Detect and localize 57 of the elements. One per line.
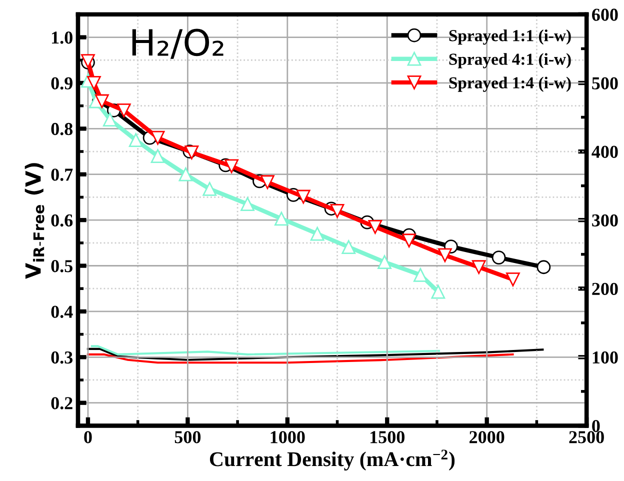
x-tick-label: 0 — [84, 431, 92, 444]
y-tick-label: 0.3 — [51, 351, 73, 364]
point — [260, 175, 274, 190]
y-tick-label: 0.9 — [51, 77, 72, 90]
y-tick-label: 0.6 — [51, 214, 73, 227]
point — [224, 159, 239, 174]
x-tick-label: 500 — [174, 431, 201, 444]
y-tick-label: 0.7 — [51, 168, 73, 181]
x-axis-title: Current Density (mA·cm$^{−2}$) — [210, 450, 455, 471]
point — [202, 182, 217, 196]
y-tick-label: 1.0 — [52, 32, 72, 44]
point — [368, 220, 382, 234]
point — [128, 133, 143, 148]
y-tick-label: 0.5 — [51, 260, 72, 272]
legend-label: Sprayed 1:1 (i-w) — [449, 30, 571, 45]
point — [150, 130, 165, 145]
point — [378, 255, 392, 270]
point — [536, 260, 551, 274]
y2-tick-label: 600 — [592, 8, 618, 21]
legend-label: Sprayed 1:4 (i-w) — [449, 76, 571, 92]
point — [150, 149, 165, 164]
point — [94, 94, 109, 108]
point — [438, 248, 452, 262]
line-series — [86, 348, 544, 361]
point — [102, 112, 117, 126]
point — [402, 234, 416, 248]
point — [492, 250, 506, 264]
y-tick-label: 0.2 — [51, 397, 72, 410]
y2-tick-label: 200 — [592, 282, 618, 296]
y2-tick-label: 400 — [592, 146, 618, 158]
y-axis-title: V$_{iR-Free}$ (V) — [24, 163, 44, 279]
y-tick-label: 0.8 — [51, 122, 73, 136]
x-tick-label: 1000 — [270, 431, 305, 444]
line-series — [90, 345, 440, 356]
point — [342, 240, 356, 254]
point — [310, 226, 324, 241]
point — [472, 260, 486, 274]
annotation: H₂/O₂ — [132, 28, 224, 59]
y-tick-label: 0.4 — [51, 306, 73, 318]
point — [330, 204, 344, 218]
x-tick-label: 2000 — [470, 431, 504, 444]
point — [178, 167, 193, 182]
point — [296, 190, 310, 204]
point — [240, 197, 254, 212]
x-tick-label: 1500 — [370, 431, 404, 444]
legend-label: Sprayed 4:1 (i-w) — [449, 53, 571, 68]
y2-tick-label: 0 — [592, 420, 600, 432]
point — [413, 268, 428, 282]
point — [431, 284, 446, 299]
y2-tick-label: 500 — [592, 77, 618, 90]
y2-tick-label: 100 — [592, 351, 618, 364]
point — [506, 272, 520, 286]
point — [274, 212, 288, 226]
point — [87, 76, 101, 90]
x-tick-label: 2500 — [569, 431, 604, 444]
y2-tick-label: 300 — [592, 214, 618, 226]
point — [116, 103, 131, 118]
